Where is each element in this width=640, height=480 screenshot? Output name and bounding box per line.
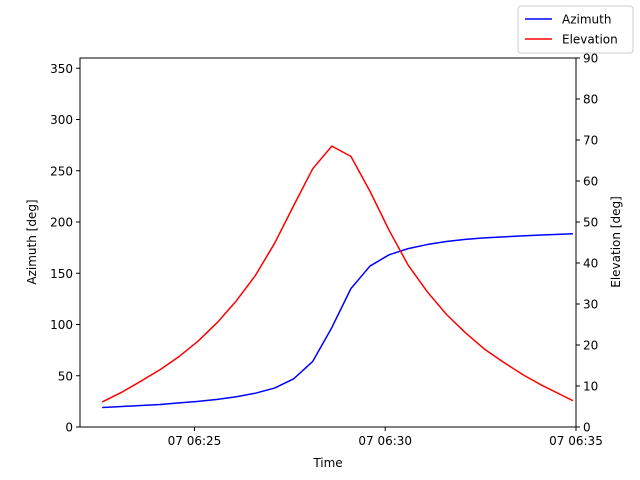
y2-tick-label: 0 — [583, 421, 591, 435]
y2-tick-label: 90 — [583, 52, 598, 66]
y2-tick-label: 60 — [583, 175, 598, 189]
x-tick-label: 07 06:35 — [549, 434, 603, 448]
y2-tick-label: 30 — [583, 298, 598, 312]
y2-tick-label: 20 — [583, 339, 598, 353]
y2-axis-title: Elevation [deg] — [609, 196, 623, 288]
y-tick-label: 350 — [50, 62, 73, 76]
y2-tick-label: 50 — [583, 216, 598, 230]
y2-tick-label: 70 — [583, 134, 598, 148]
y2-tick-label: 10 — [583, 380, 598, 394]
series-line-azimuth — [102, 233, 573, 409]
y2-tick-label: 80 — [583, 93, 598, 107]
x-tick-label: 07 06:30 — [358, 434, 412, 448]
y-tick-label: 100 — [50, 318, 73, 332]
y-tick-label: 300 — [50, 113, 73, 127]
legend-label-azimuth: Azimuth — [562, 13, 611, 27]
y-axis-left: 0 50 100 150 200 250 300 350 — [50, 62, 80, 435]
legend-frame — [517, 5, 634, 54]
y-tick-label: 250 — [50, 164, 73, 178]
y-axis-right: 0 10 20 30 40 50 60 70 80 90 — [576, 52, 598, 435]
x-tick-label: 07 06:25 — [168, 434, 222, 448]
y-tick-label: 0 — [65, 421, 73, 435]
plot-lines — [101, 145, 574, 409]
x-axis-title: Time — [312, 456, 342, 470]
y2-tick-label: 40 — [583, 257, 598, 271]
plot-frame — [79, 57, 577, 428]
y-tick-label: 150 — [50, 267, 73, 281]
x-axis: 07 06:25 07 06:30 07 06:35 — [168, 427, 603, 448]
y-axis-title: Azimuth [deg] — [25, 199, 39, 284]
legend: Azimuth Elevation — [517, 5, 634, 54]
y-tick-label: 200 — [50, 216, 73, 230]
y-tick-label: 50 — [58, 369, 73, 383]
series-line-elevation — [101, 145, 574, 403]
legend-label-elevation: Elevation — [562, 33, 618, 47]
